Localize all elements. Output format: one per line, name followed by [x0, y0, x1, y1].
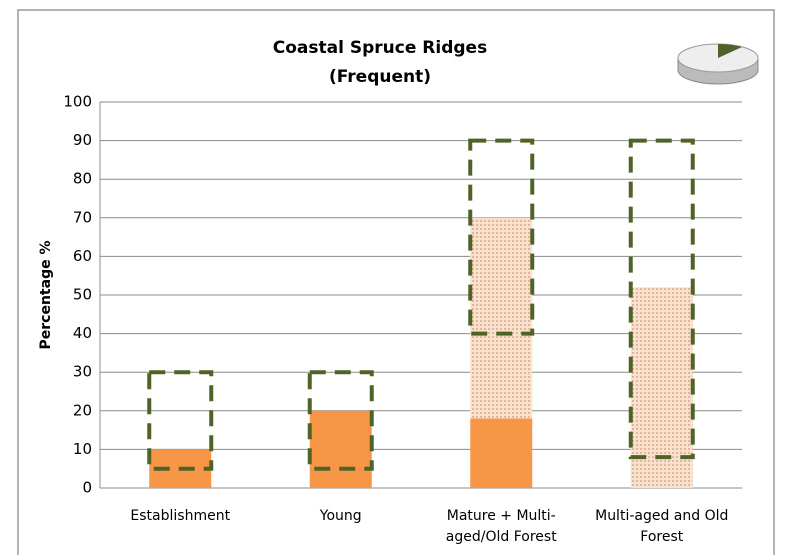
- y-tick-label: 100: [63, 93, 92, 111]
- y-tick-label: 20: [73, 401, 92, 419]
- x-tick-label: Young: [319, 508, 362, 524]
- y-tick-label: 30: [73, 363, 92, 381]
- pie-icon: [677, 43, 759, 85]
- range-box: [628, 138, 695, 460]
- x-tick-label: Multi-aged and Old Forest: [595, 508, 729, 545]
- bar-segment: [470, 217, 533, 419]
- x-tick-label: Mature + Multi-aged/Old Forest: [445, 508, 557, 545]
- range-box: [147, 370, 214, 471]
- y-tick-label: 80: [73, 170, 92, 188]
- y-axis-label: Percentage %: [38, 241, 54, 350]
- chart-subtitle: (Frequent): [329, 67, 431, 87]
- bar-segment: [309, 410, 372, 488]
- y-tick-label: 50: [73, 286, 92, 304]
- range-box: [307, 370, 374, 471]
- bar-segment: [470, 418, 533, 488]
- y-tick-label: 0: [82, 479, 92, 497]
- chart-title: Coastal Spruce Ridges: [273, 38, 487, 58]
- bar-segment: [630, 287, 693, 488]
- y-tick-label: 60: [73, 247, 92, 265]
- y-tick-label: 10: [73, 440, 92, 458]
- y-tick-label: 90: [73, 131, 92, 149]
- y-tick-label: 40: [73, 324, 92, 342]
- range-box: [468, 138, 535, 336]
- x-tick-label: Establishment: [130, 508, 231, 524]
- y-tick-label: 70: [73, 208, 92, 226]
